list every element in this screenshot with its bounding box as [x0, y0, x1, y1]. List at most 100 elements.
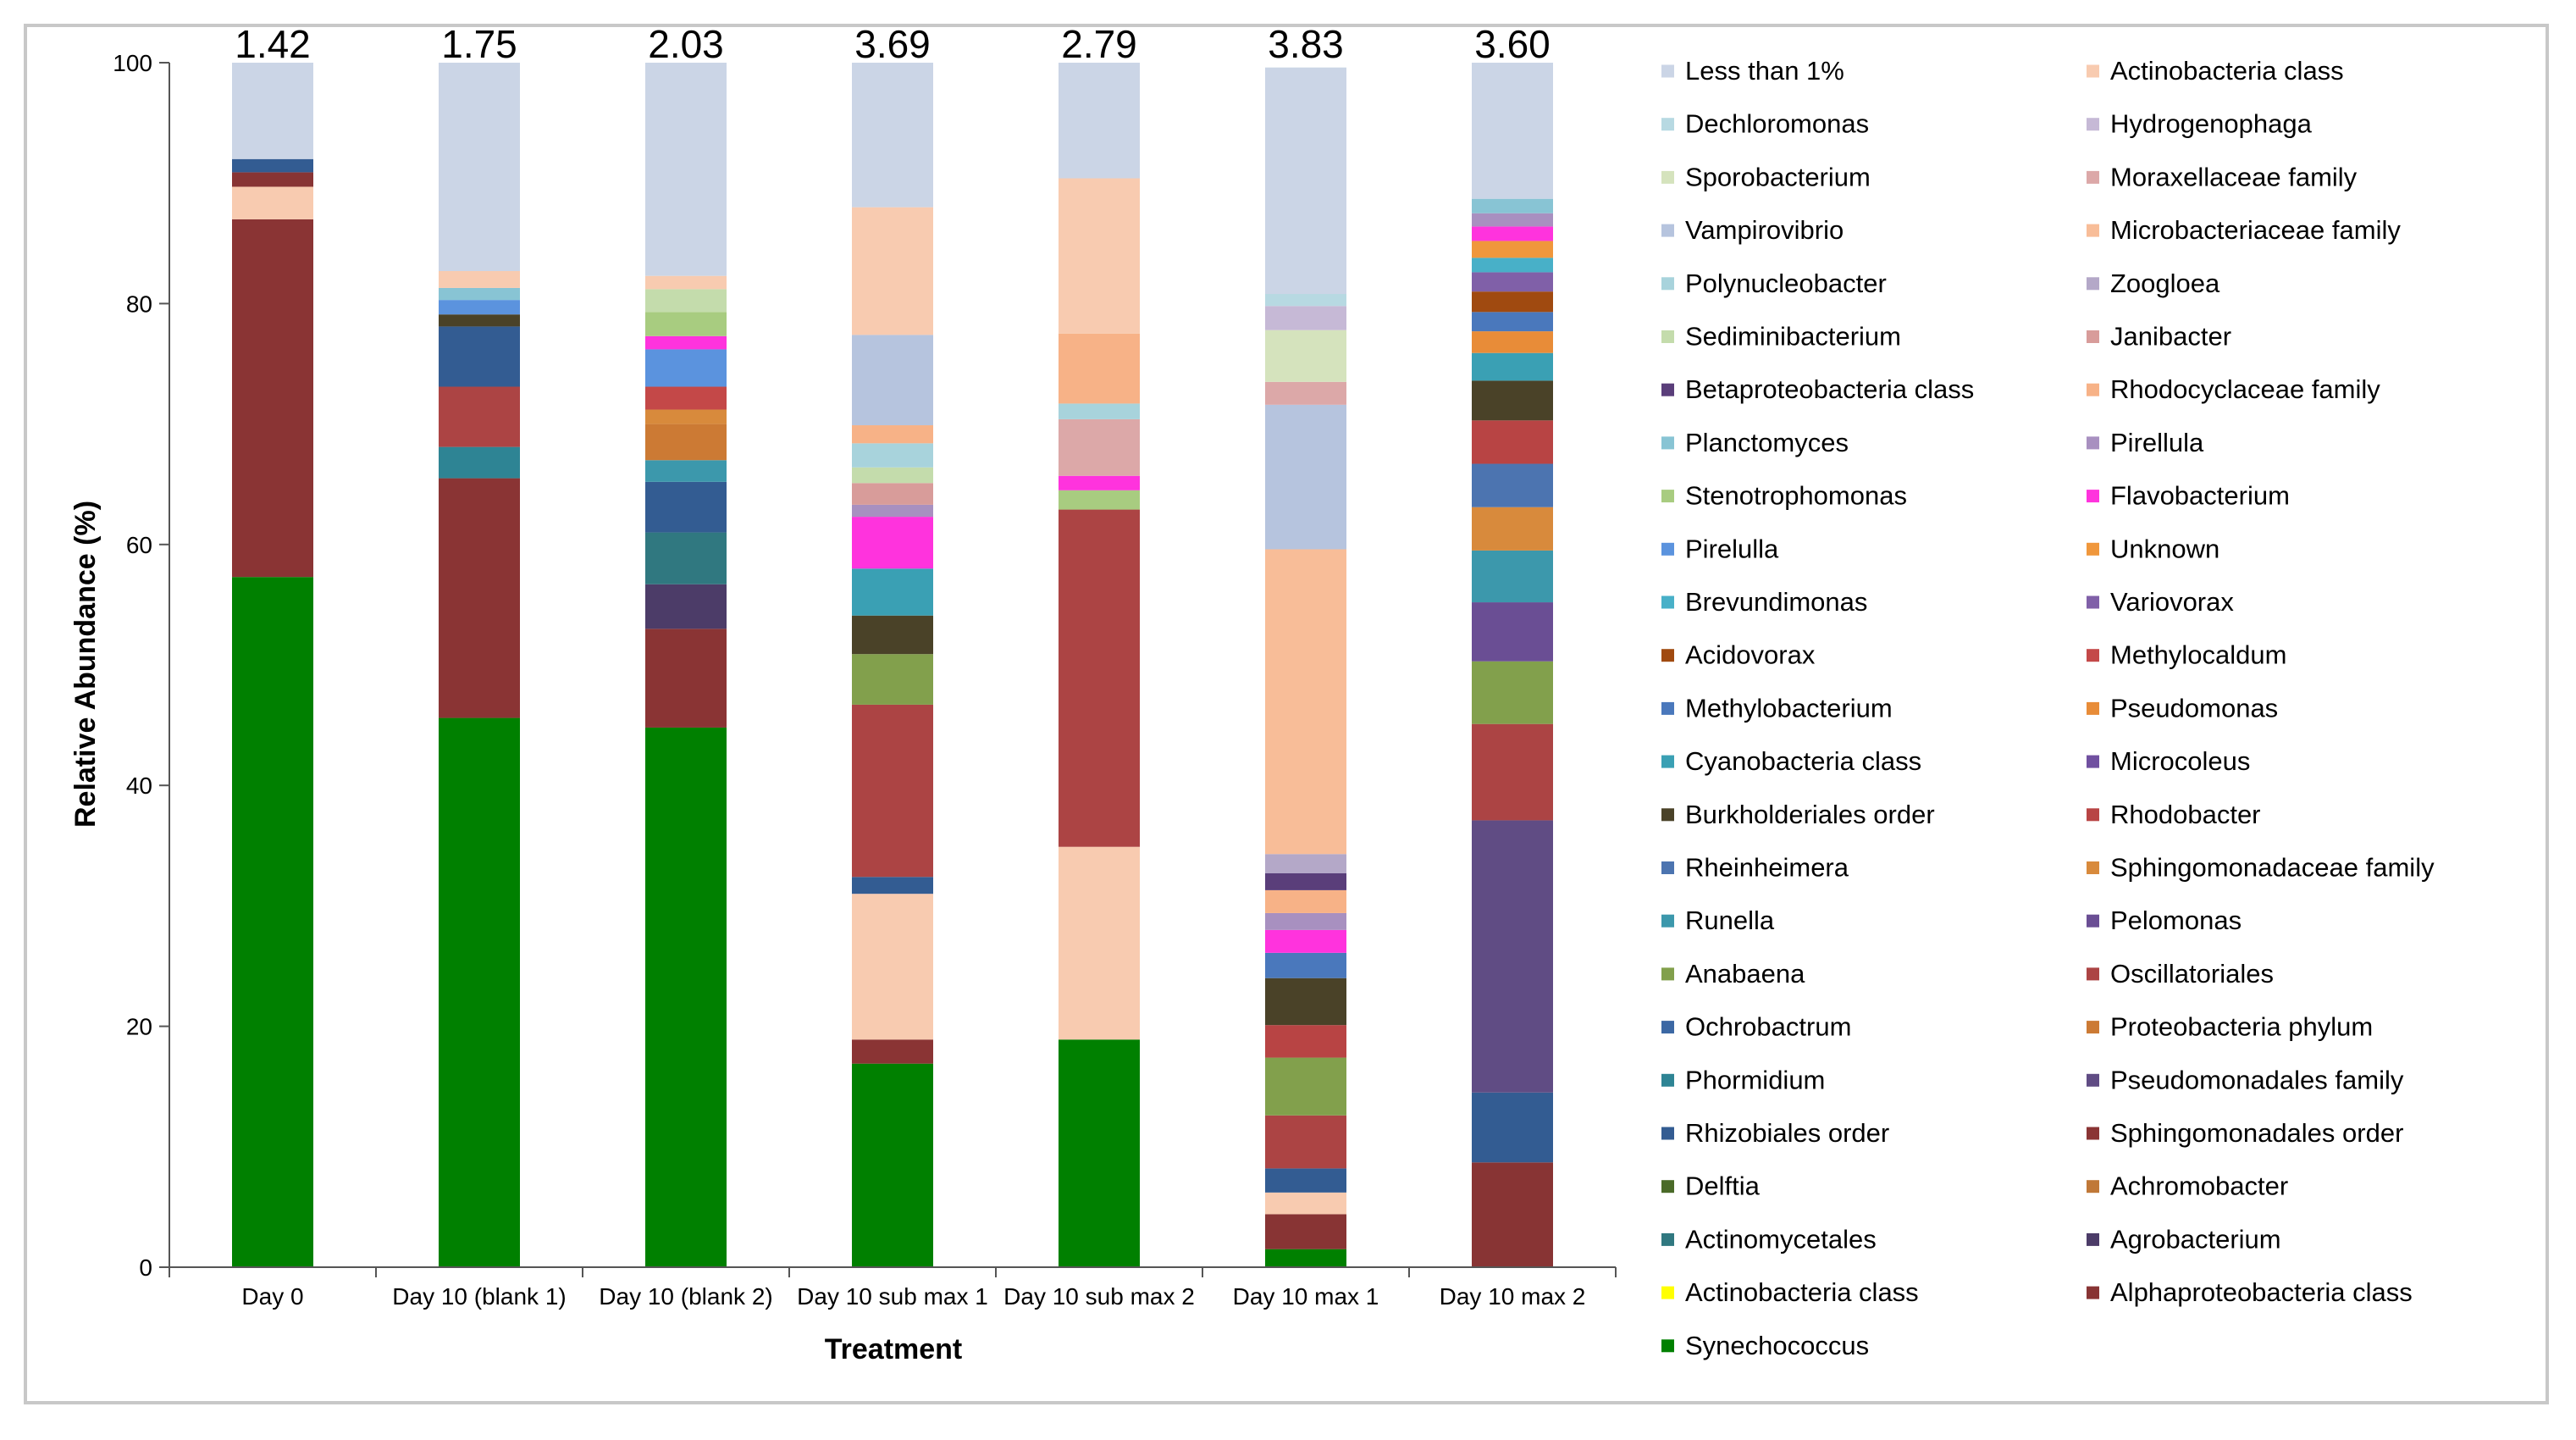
- bar-segment-day-10-max-2-rhizobiales-order: [1472, 1092, 1553, 1163]
- legend-swatch-zoogloea: [2087, 277, 2099, 291]
- legend-swatch-hydrogenophaga: [2087, 118, 2099, 131]
- legend-swatch-janibacter: [2087, 330, 2099, 343]
- bar-segment-day-10-sub-max-1-sediminibacterium: [852, 467, 933, 484]
- legend-swatch-sphingomonadales-order: [2087, 1127, 2099, 1140]
- bar-segment-day-10-sub-max-1-cyanobacteria-class: [852, 568, 933, 616]
- legend-label-microcoleus: Microcoleus: [2110, 746, 2250, 776]
- bar-segment-day-10-max-1-rhizobiales-order: [1265, 1168, 1346, 1193]
- bar-segment-day-10-max-2-runella: [1472, 550, 1553, 603]
- legend-label-actinobacteria-class: Actinobacteria class: [2110, 56, 2344, 86]
- bar-segment-day-0-less-than-1: [232, 63, 313, 159]
- bar-segment-day-10-max-2-pirellula: [1472, 213, 1553, 227]
- legend-label-ochrobactrum: Ochrobactrum: [1685, 1012, 1851, 1042]
- bar-segment-day-10-blank-1-rhizobiales-order: [439, 326, 520, 387]
- legend-label-acidovorax: Acidovorax: [1685, 640, 1816, 670]
- legend-label-zoogloea: Zoogloea: [2110, 269, 2220, 298]
- bar-segment-day-10-max-2-flavobacterium: [1472, 226, 1553, 241]
- bar-segment-day-10-sub-max-1-actinobacteria-class: [852, 894, 933, 1040]
- legend-swatch-dechloromonas: [1661, 118, 1674, 131]
- legend-swatch-methylobacterium: [1661, 701, 1674, 715]
- legend-swatch-variovorax: [2087, 595, 2099, 609]
- bar-segment-day-10-max-1-oscillatoriales: [1265, 1115, 1346, 1169]
- bar-top-label: 2.79: [1061, 22, 1137, 66]
- legend-label-runella: Runella: [1685, 906, 1775, 935]
- bar-segment-day-10-max-2-unknown: [1472, 241, 1553, 258]
- legend-label-alphaproteobacteria-class: Alphaproteobacteria class: [2110, 1277, 2413, 1307]
- bar-segment-day-10-sub-max-2-flavobacterium: [1059, 475, 1140, 490]
- legend-swatch-delftia: [1661, 1180, 1674, 1194]
- bar-segment-day-10-blank-1-less-than-1: [439, 63, 520, 272]
- legend-swatch-rheinheimera: [1661, 861, 1674, 874]
- legend-swatch-proteobacteria-phylum: [2087, 1021, 2099, 1034]
- bar-segment-day-10-max-1-moraxellaceae-family: [1265, 381, 1346, 405]
- legend-swatch-pirellula: [2087, 436, 2099, 450]
- legend-swatch-alphaproteobacteria-class: [2087, 1286, 2099, 1299]
- legend-swatch-sediminibacterium: [1661, 330, 1674, 343]
- bar-segment-day-10-sub-max-2-oscillatoriales: [1059, 509, 1140, 847]
- bar-segment-day-10-max-2-rhodobacter: [1472, 420, 1553, 464]
- bar-segment-day-10-blank-1-planctomyces: [439, 287, 520, 301]
- x-tick-label: Day 10 sub max 1: [797, 1283, 988, 1310]
- bar-segment-day-10-sub-max-1-sphingomonadales-order: [852, 1039, 933, 1064]
- legend-swatch-flavobacterium: [2087, 490, 2099, 503]
- bar-segment-day-10-max-2-burkholderiales-order: [1472, 380, 1553, 421]
- legend-label-methylobacterium: Methylobacterium: [1685, 693, 1893, 723]
- bar-segment-day-10-max-1-zoogloea: [1265, 854, 1346, 874]
- bar-segment-day-10-blank-2-less-than-1: [645, 63, 727, 276]
- bar-segment-day-10-sub-max-1-burkholderiales-order: [852, 615, 933, 655]
- legend-swatch-actinobacteria-class: [1661, 1286, 1674, 1299]
- bar-segment-day-10-sub-max-1-pirellula: [852, 504, 933, 518]
- legend-swatch-acidovorax: [1661, 649, 1674, 662]
- bar-segment-day-10-max-2-cyanobacteria-class: [1472, 352, 1553, 381]
- legend-label-dechloromonas: Dechloromonas: [1685, 109, 1869, 139]
- legend-swatch-pirelulla: [1661, 542, 1674, 556]
- legend-label-sphingomonadaceae-family: Sphingomonadaceae family: [2110, 853, 2435, 883]
- bar-segment-day-10-blank-2-sphingomonadaceae-family: [645, 409, 727, 424]
- legend-label-pirelulla: Pirelulla: [1685, 534, 1779, 563]
- bar-top-label: 3.69: [854, 22, 931, 66]
- x-tick-label: Day 10 sub max 2: [1003, 1283, 1195, 1310]
- bar-segment-day-10-blank-2-pirelulla: [645, 349, 727, 387]
- legend-label-hydrogenophaga: Hydrogenophaga: [2110, 109, 2313, 139]
- legend-label-sphingomonadales-order: Sphingomonadales order: [2110, 1118, 2403, 1148]
- bar-segment-day-10-sub-max-1-rhodocyclaceae-family: [852, 425, 933, 444]
- bar-segment-day-10-sub-max-2-polynucleobacter: [1059, 403, 1140, 419]
- y-axis-title: Relative Abundance (%): [69, 501, 102, 828]
- legend-label-moraxellaceae-family: Moraxellaceae family: [2110, 162, 2358, 191]
- legend-label-agrobacterium: Agrobacterium: [2110, 1224, 2281, 1254]
- legend-swatch-unknown: [2087, 542, 2099, 556]
- bar-segment-day-10-sub-max-1-anabaena: [852, 654, 933, 705]
- legend-swatch-vampirovibrio: [1661, 224, 1674, 237]
- bar-top-label: 1.75: [441, 22, 517, 66]
- bar-top-label: 1.42: [235, 22, 311, 66]
- bar-segment-day-10-max-1-anabaena: [1265, 1057, 1346, 1116]
- legend: Less than 1% Actinobacteria class Dechloro…: [1661, 56, 2435, 1360]
- legend-label-pseudomonadales-family: Pseudomonadales family: [2110, 1065, 2404, 1094]
- legend-swatch-less-than-1: [1661, 64, 1674, 78]
- bar-segment-day-10-max-1-hydrogenophaga: [1265, 306, 1346, 330]
- bar-segment-day-10-sub-max-2-synechococcus: [1059, 1039, 1140, 1267]
- legend-swatch-rhodobacter: [2087, 808, 2099, 822]
- bar-segment-day-10-blank-1-sphingomonadales-order: [439, 478, 520, 718]
- bar-segment-day-10-sub-max-2-moraxellaceae-family: [1059, 418, 1140, 476]
- legend-swatch-rhodocyclaceae-family: [2087, 383, 2099, 396]
- bar-top-label: 3.60: [1474, 22, 1551, 66]
- legend-label-actinobacteria-class: Actinobacteria class: [1685, 1277, 1919, 1307]
- bar-segment-day-10-sub-max-1-oscillatoriales: [852, 704, 933, 878]
- bars-layer: 1.42 1.75 2.03 3.69 2.79 3.83 3.60: [232, 22, 1553, 1267]
- legend-swatch-methylocaldum: [2087, 649, 2099, 662]
- bar-segment-day-10-blank-2-proteobacteria-phylum: [645, 424, 727, 461]
- bar-segment-day-10-max-2-anabaena: [1472, 661, 1553, 724]
- bar-segment-day-10-sub-max-1-less-than-1: [852, 63, 933, 208]
- legend-label-betaproteobacteria-class: Betaproteobacteria class: [1685, 374, 1974, 404]
- bar-segment-day-10-sub-max-1-synechococcus: [852, 1063, 933, 1267]
- bar-segment-day-0-actinobacteria-class: [232, 186, 313, 219]
- bar-segment-day-10-max-2-alphaproteobacteria-class: [1472, 1162, 1553, 1267]
- bar-segment-day-10-blank-2-flavobacterium: [645, 335, 727, 350]
- legend-label-unknown: Unknown: [2110, 534, 2219, 563]
- bar-segment-day-10-max-1-pirellula: [1265, 912, 1346, 930]
- legend-swatch-runella: [1661, 914, 1674, 928]
- legend-swatch-rhizobiales-order: [1661, 1127, 1674, 1140]
- legend-label-brevundimonas: Brevundimonas: [1685, 587, 1867, 617]
